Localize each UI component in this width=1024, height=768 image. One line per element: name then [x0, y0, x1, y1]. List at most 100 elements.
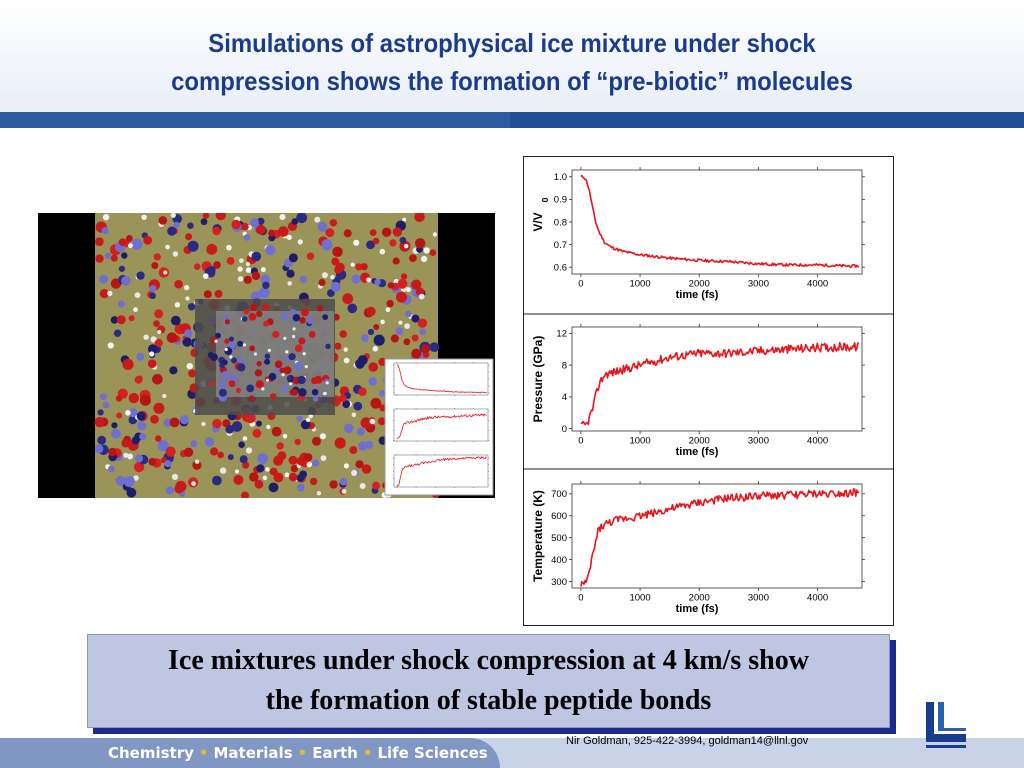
atom: [237, 363, 246, 372]
atom: [182, 337, 192, 347]
atom: [359, 483, 366, 489]
atom: [219, 362, 225, 369]
atom: [307, 317, 314, 324]
x-tick-label: 0: [578, 593, 583, 604]
atom: [299, 317, 306, 324]
x-tick-label: 1000: [629, 436, 650, 447]
atom: [242, 343, 247, 347]
atom: [288, 353, 296, 361]
atom: [279, 367, 285, 374]
atom: [262, 281, 270, 289]
atom: [128, 315, 135, 322]
series-line: [396, 364, 487, 394]
atom: [155, 435, 162, 442]
atom: [297, 239, 303, 245]
atom: [173, 221, 180, 228]
atom: [360, 263, 368, 271]
atom: [174, 484, 184, 494]
x-tick-label: 2000: [689, 436, 710, 447]
series-line: [580, 341, 860, 426]
y-tick-label: 300: [551, 577, 567, 588]
footer-item-earth: Earth: [312, 744, 358, 762]
atom: [287, 281, 292, 286]
atom: [248, 312, 257, 321]
atom: [191, 481, 196, 486]
atom: [244, 412, 256, 424]
atom: [334, 437, 346, 449]
atom: [94, 444, 104, 454]
atom: [185, 296, 190, 301]
atom: [313, 396, 319, 402]
atom: [212, 226, 221, 236]
atom: [286, 234, 292, 240]
atom: [256, 361, 262, 367]
atom: [284, 472, 290, 478]
atom: [271, 426, 282, 437]
atom: [318, 278, 326, 287]
y-tick-label: 0: [562, 424, 567, 435]
atom: [228, 380, 236, 388]
atom: [237, 276, 244, 282]
atom: [110, 428, 121, 439]
atom: [164, 460, 172, 468]
x-tick-label: 3000: [748, 593, 769, 604]
atom: [190, 440, 198, 448]
atom: [402, 217, 407, 222]
atom: [341, 489, 347, 494]
atom: [351, 469, 358, 476]
atom: [296, 483, 305, 492]
atom: [331, 257, 340, 266]
atom: [202, 213, 210, 219]
sim-thumbnail-plots: [384, 358, 494, 496]
atom: [304, 365, 308, 369]
atom: [306, 252, 315, 260]
atom: [350, 262, 355, 267]
atom: [233, 474, 244, 485]
caption-line-1: Ice mixtures under shock compression at …: [168, 645, 809, 676]
y-tick-label: 12: [556, 329, 567, 340]
atom: [234, 469, 240, 474]
plot-area-frame: [571, 169, 863, 275]
atom: [320, 455, 327, 461]
y-tick-label: 0.7: [554, 240, 567, 251]
y-tick-label: 600: [551, 511, 567, 522]
atom: [225, 425, 234, 434]
atom: [291, 389, 298, 396]
atom: [334, 266, 342, 274]
atom: [325, 343, 331, 349]
atom: [147, 344, 158, 354]
atom: [361, 464, 372, 474]
atom: [325, 228, 335, 237]
atom: [104, 252, 112, 260]
x-tick-label: 4000: [807, 593, 828, 604]
x-tick-label: 4000: [807, 436, 828, 447]
y-axis-label: Temperature (K): [531, 490, 545, 582]
atom: [150, 336, 157, 343]
series-line: [396, 413, 487, 439]
atom: [214, 289, 223, 298]
atom: [268, 372, 277, 381]
atom: [253, 352, 257, 356]
atom: [309, 477, 318, 486]
atom: [187, 240, 199, 252]
series-line: [580, 488, 860, 587]
chart-panels: 0 1000 2000 3000 4000 0.6 0.7 0.8 0.9 1.0 time (fs…: [523, 156, 894, 626]
footer-item-materials: Materials: [213, 744, 293, 762]
atom: [392, 257, 400, 265]
atom: [131, 436, 140, 445]
atom: [217, 451, 224, 459]
atom: [395, 327, 404, 335]
atom: [297, 375, 306, 385]
atom: [283, 366, 292, 375]
atom: [147, 359, 157, 368]
atom: [378, 357, 387, 366]
atom: [421, 344, 430, 353]
atom: [127, 453, 133, 460]
atom: [107, 342, 114, 349]
atom: [256, 310, 263, 318]
y-tick-label: 0.9: [554, 195, 567, 206]
atom: [170, 315, 181, 326]
atom: [163, 270, 168, 275]
atom: [170, 213, 176, 218]
atom: [185, 233, 193, 241]
